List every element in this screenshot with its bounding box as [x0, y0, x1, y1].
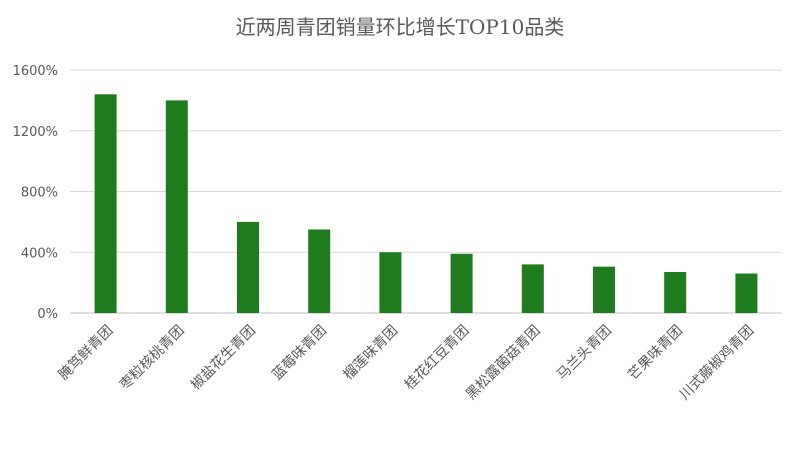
x-tick-label: 川式藤椒鸡青团 [676, 322, 757, 403]
chart-title: 近两周青团销量环比增长TOP10品类 [236, 15, 565, 39]
x-tick-label: 腌笃鲜青团 [55, 322, 117, 384]
bar [735, 273, 758, 313]
bars [94, 94, 758, 313]
bar [379, 252, 402, 313]
bar [664, 271, 687, 313]
x-tick-label: 芒果味青团 [625, 323, 686, 384]
x-tick-label: 椒盐花生青团 [188, 323, 259, 394]
x-tick-label: 蓝莓味青团 [269, 323, 330, 384]
x-axis-ticks: 腌笃鲜青团 枣粒核桃青团 椒盐花生青团 蓝莓味青团 榴莲味青团 桂花红豆青团黑松露菌菇青团… [55, 322, 757, 403]
y-axis-ticks: 0% 400% 800% 1200% 1600% [13, 64, 58, 322]
x-tick-label: 枣粒核桃青团 [117, 323, 188, 394]
y-tick-label: 1200% [13, 125, 58, 140]
gridlines [70, 69, 782, 314]
x-tick-label: 桂花红豆青团 [402, 323, 473, 394]
bar [450, 253, 473, 313]
bar [308, 229, 331, 313]
x-tick-label: 黑松露菌菇青团 [463, 323, 544, 404]
bar [521, 264, 544, 313]
bar [593, 266, 615, 313]
bar [237, 221, 259, 313]
bar [165, 100, 188, 313]
y-tick-label: 1600% [13, 64, 58, 79]
y-tick-label: 800% [21, 186, 58, 201]
y-tick-label: 400% [21, 246, 58, 261]
y-tick-label: 0% [37, 307, 58, 322]
x-tick-label: 榴莲味青团 [340, 323, 401, 384]
x-tick-label: 马兰头青团 [554, 323, 615, 384]
bar [94, 94, 117, 313]
